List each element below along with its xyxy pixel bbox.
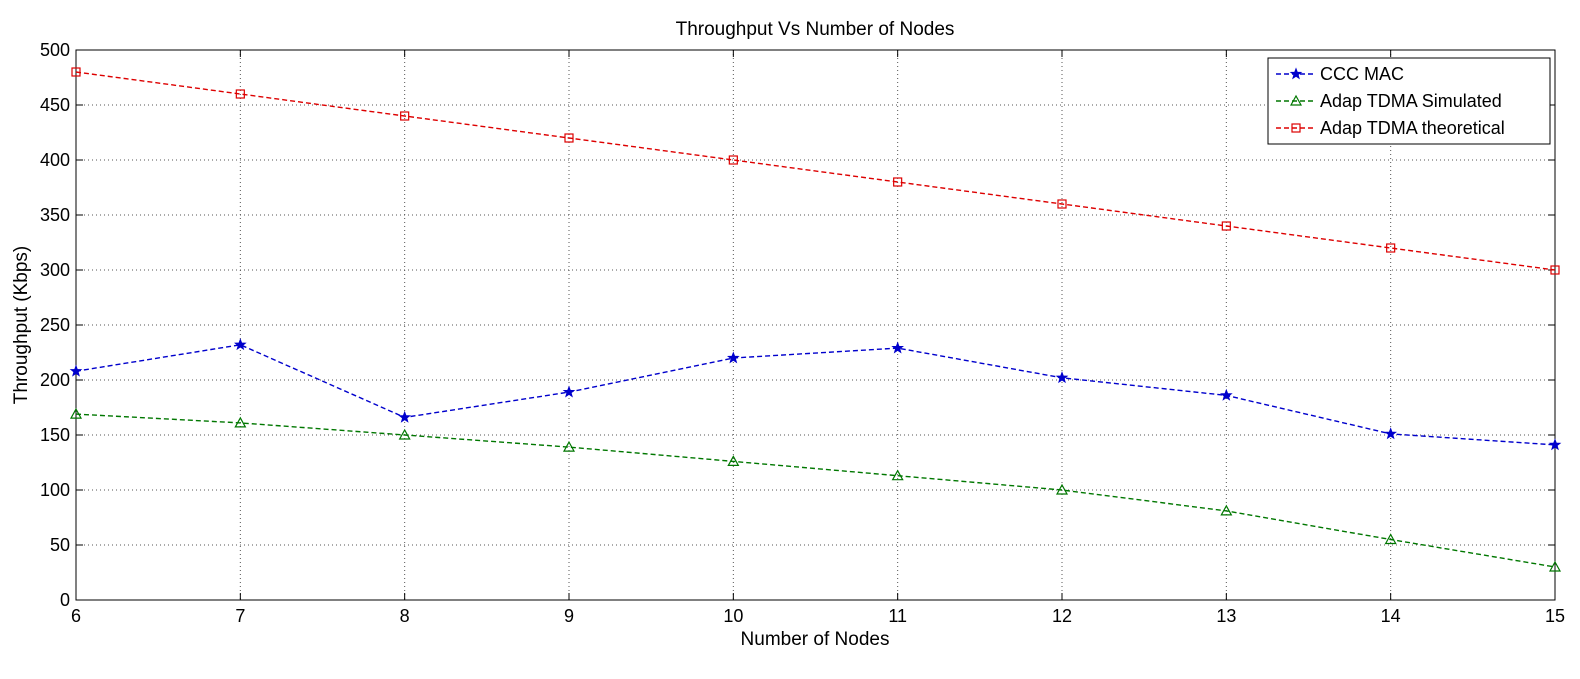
data-point-ccc-mac (1220, 388, 1233, 401)
data-point-adap-tdma-theoretical (1057, 199, 1067, 209)
data-point-adap-tdma-theoretical (235, 89, 245, 99)
legend-label: Adap TDMA theoretical (1320, 118, 1505, 138)
data-point-adap-tdma-theoretical (400, 111, 410, 121)
data-point-adap-tdma-simulated (398, 428, 411, 440)
legend-box (1267, 57, 1551, 145)
data-point-ccc-mac (69, 364, 83, 377)
data-point-ccc-mac (1548, 438, 1562, 451)
series-line-ccc-mac (75, 344, 1556, 446)
x-tick-label: 15 (1545, 606, 1565, 626)
series-ccc-mac (69, 338, 1562, 451)
data-point-adap-tdma-theoretical (1386, 243, 1396, 253)
y-tick-label: 450 (40, 95, 70, 115)
data-point-adap-tdma-theoretical (893, 177, 903, 187)
x-tick-label: 7 (235, 606, 245, 626)
data-point-adap-tdma-theoretical (728, 155, 738, 165)
data-point-adap-tdma-simulated (1384, 533, 1397, 545)
axis-ticks: 6 7 8 9 10 11 12 13 14 15050100150200250300350400… (40, 40, 1565, 626)
x-tick-label: 8 (400, 606, 410, 626)
legend-marker-adap-tdma-simulated (1289, 94, 1303, 106)
legend-label: CCC MAC (1320, 64, 1404, 84)
y-tick-label: 350 (40, 205, 70, 225)
x-tick-label: 10 (723, 606, 743, 626)
series-adap-tdma-theoretical (71, 67, 1560, 275)
data-point-adap-tdma-simulated (727, 455, 740, 466)
data-point-ccc-mac (727, 351, 740, 364)
x-tick-label: 12 (1052, 606, 1072, 626)
legend: CCC MAC Adap TDMA Simulated Adap TDMA theo… (1267, 57, 1551, 145)
y-tick-label: 300 (40, 260, 70, 280)
data-point-ccc-mac (1384, 427, 1397, 440)
x-tick-label: 9 (564, 606, 574, 626)
y-tick-label: 150 (40, 425, 70, 445)
y-tick-label: 250 (40, 315, 70, 335)
y-tick-label: 400 (40, 150, 70, 170)
data-point-ccc-mac (234, 338, 247, 351)
series-line-adap-tdma-theoretical (75, 71, 1556, 271)
data-point-adap-tdma-simulated (69, 407, 83, 419)
y-tick-label: 50 (50, 535, 70, 555)
x-tick-label: 11 (888, 606, 907, 626)
y-tick-label: 0 (60, 590, 70, 610)
legend-item-adap-tdma-theoretical: Adap TDMA theoretical (1276, 118, 1505, 138)
x-tick-label: 14 (1381, 606, 1401, 626)
legend-marker-ccc-mac (1289, 67, 1303, 80)
data-point-adap-tdma-simulated (891, 469, 904, 481)
data-point-ccc-mac (891, 341, 904, 354)
data-point-adap-tdma-theoretical (564, 133, 574, 143)
legend-item-adap-tdma-simulated: Adap TDMA Simulated (1276, 91, 1502, 111)
data-point-ccc-mac (1055, 371, 1069, 384)
data-point-ccc-mac (398, 410, 411, 423)
data-point-ccc-mac (562, 385, 576, 398)
series-adap-tdma-simulated (69, 407, 1562, 572)
data-point-adap-tdma-simulated (234, 416, 247, 428)
data-point-adap-tdma-theoretical (1221, 221, 1231, 231)
data-point-adap-tdma-simulated (1220, 504, 1233, 516)
x-axis-label: Number of Nodes (741, 629, 890, 650)
chart-title: Throughput Vs Number of Nodes (676, 19, 955, 40)
x-tick-label: 6 (71, 606, 81, 626)
series-group (69, 67, 1562, 572)
data-point-adap-tdma-theoretical (71, 67, 81, 77)
data-point-adap-tdma-simulated (1548, 560, 1562, 572)
legend-item-ccc-mac: CCC MAC (1276, 64, 1404, 84)
data-point-adap-tdma-theoretical (1550, 265, 1560, 275)
y-axis-label: Throughput (Kbps) (11, 246, 32, 404)
x-tick-label: 13 (1216, 606, 1236, 626)
y-tick-label: 200 (40, 370, 70, 390)
legend-marker-adap-tdma-theoretical (1291, 123, 1301, 133)
data-point-adap-tdma-simulated (1055, 483, 1069, 495)
y-tick-label: 500 (40, 40, 70, 60)
y-tick-label: 100 (40, 480, 70, 500)
series-line-adap-tdma-simulated (75, 413, 1556, 568)
legend-label: Adap TDMA Simulated (1320, 91, 1502, 111)
data-point-adap-tdma-simulated (562, 440, 576, 452)
